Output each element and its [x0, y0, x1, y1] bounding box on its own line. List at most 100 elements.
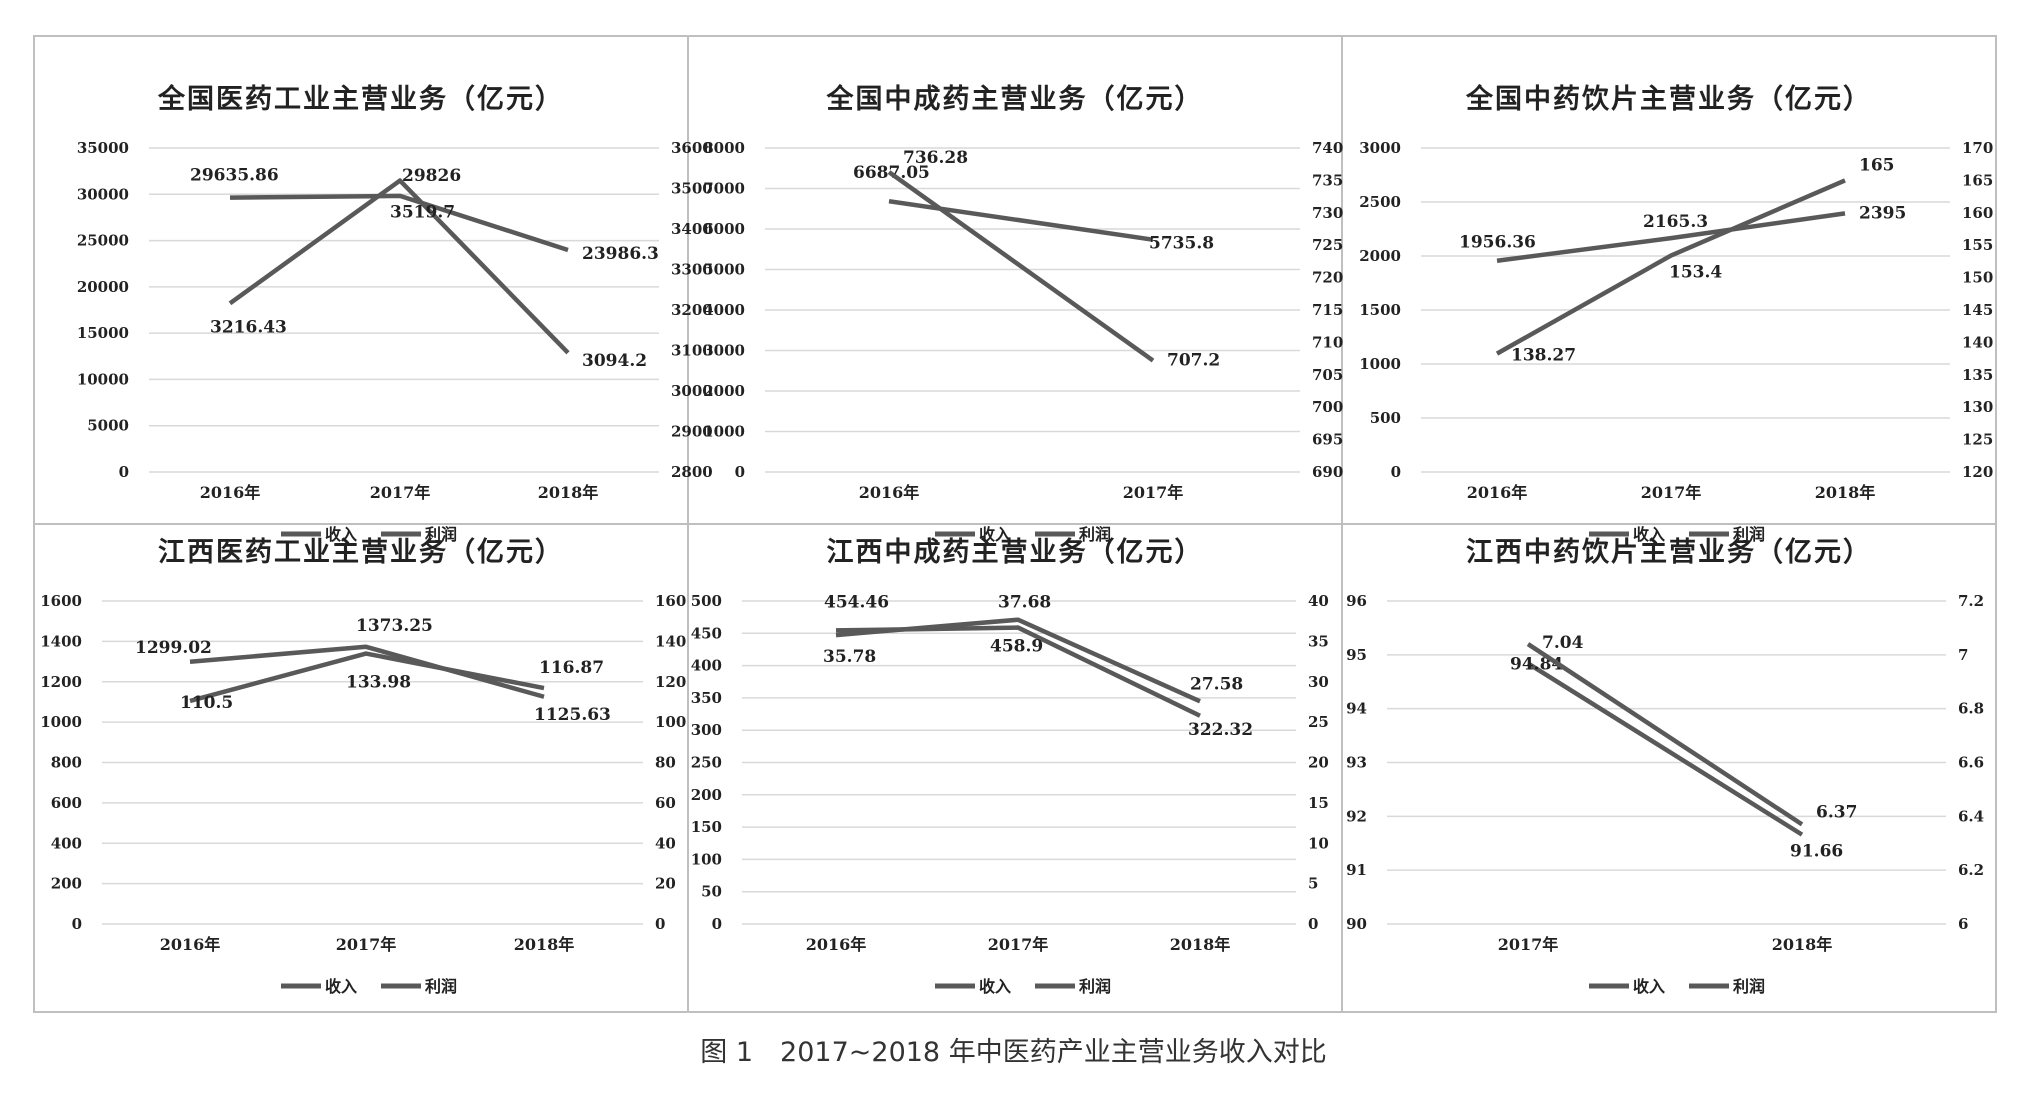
x-axis-tick-label: 2018年: [514, 935, 575, 954]
right-axis-tick-label: 3100: [671, 342, 713, 360]
left-axis-tick-label: 0: [712, 915, 722, 933]
right-axis-tick-label: 140: [1962, 333, 1993, 351]
data-label: 27.58: [1190, 674, 1243, 694]
left-axis-tick-label: 20000: [77, 278, 129, 296]
left-axis-tick-label: 300: [691, 721, 722, 739]
legend-label-profit: 利润: [1079, 977, 1111, 996]
chart-panel: 江西中成药主营业务（亿元）050100150200250300350400450…: [691, 537, 1329, 996]
data-label: 35.78: [823, 647, 876, 667]
right-axis-tick-label: 20: [1308, 754, 1329, 772]
right-axis-tick-label: 3300: [671, 261, 713, 279]
left-axis-tick-label: 100: [691, 850, 722, 868]
left-axis-tick-label: 35000: [77, 139, 129, 157]
legend-label-revenue: 收入: [325, 525, 357, 544]
chart-title: 江西中药饮片主营业务（亿元）: [1466, 537, 1872, 568]
left-axis-tick-label: 350: [691, 689, 722, 707]
series-line-profit: [835, 617, 1201, 704]
data-label: 1125.63: [534, 705, 611, 725]
data-label: 110.5: [180, 693, 233, 713]
left-axis-tick-label: 6000: [703, 220, 745, 238]
x-axis-tick-label: 2017年: [336, 935, 397, 954]
x-axis-tick-label: 2016年: [806, 935, 867, 954]
data-label: 454.46: [824, 592, 889, 612]
right-axis-tick-label: 35: [1308, 632, 1329, 650]
right-axis-tick-label: 30: [1308, 673, 1329, 691]
data-label: 3094.2: [582, 351, 647, 371]
left-axis-tick-label: 0: [72, 915, 82, 933]
left-axis-tick-label: 200: [51, 875, 82, 893]
left-axis-tick-label: 25000: [77, 232, 129, 250]
right-axis-tick-label: 730: [1312, 204, 1343, 222]
left-axis-tick-label: 600: [51, 794, 82, 812]
legend-label-profit: 利润: [425, 977, 457, 996]
x-axis-tick-label: 2017年: [1498, 935, 1559, 954]
right-axis-tick-label: 705: [1312, 366, 1343, 384]
right-axis-tick-label: 140: [655, 632, 686, 650]
left-axis-tick-label: 95: [1346, 646, 1367, 664]
right-axis-tick-label: 6.8: [1958, 700, 1984, 718]
data-label: 29635.86: [190, 166, 279, 186]
data-label: 153.4: [1669, 263, 1722, 283]
x-axis-tick-label: 2018年: [1815, 483, 1876, 502]
right-axis-tick-label: 0: [655, 915, 665, 933]
data-label: 165: [1859, 155, 1895, 175]
right-axis-tick-label: 15: [1308, 794, 1329, 812]
right-axis-tick-label: 145: [1962, 301, 1993, 319]
right-axis-tick-label: 2900: [671, 423, 713, 441]
right-axis-tick-label: 25: [1308, 713, 1329, 731]
right-axis-tick-label: 7.2: [1958, 592, 1984, 610]
data-label: 2395: [1859, 203, 1906, 223]
left-axis-tick-label: 92: [1346, 807, 1367, 825]
right-axis-tick-label: 150: [1962, 269, 1993, 287]
left-axis-tick-label: 30000: [77, 185, 129, 203]
data-label: 29826: [402, 166, 461, 186]
series-line-profit: [189, 651, 545, 704]
data-label: 1299.02: [135, 638, 212, 658]
right-axis-tick-label: 6.4: [1958, 807, 1984, 825]
data-label: 116.87: [539, 658, 604, 678]
data-label: 322.32: [1188, 720, 1253, 740]
left-axis-tick-label: 3000: [1359, 139, 1401, 157]
right-axis-tick-label: 720: [1312, 269, 1343, 287]
left-axis-tick-label: 3000: [703, 342, 745, 360]
legend-label-revenue: 收入: [979, 525, 1011, 544]
x-axis-tick-label: 2018年: [538, 483, 599, 502]
right-axis-tick-label: 3500: [671, 180, 713, 198]
left-axis-tick-label: 2500: [1359, 193, 1401, 211]
right-axis-tick-label: 7: [1958, 646, 1968, 664]
legend-label-revenue: 收入: [979, 977, 1011, 996]
right-axis-tick-label: 20: [655, 875, 676, 893]
left-axis-tick-label: 90: [1346, 915, 1367, 933]
legend-label-profit: 利润: [425, 525, 457, 544]
data-label: 37.68: [998, 593, 1051, 613]
right-axis-tick-label: 725: [1312, 236, 1343, 254]
left-axis-tick-label: 2000: [703, 382, 745, 400]
data-label: 2165.3: [1643, 212, 1708, 232]
left-axis-tick-label: 500: [1370, 409, 1401, 427]
chart-panel: 江西医药工业主营业务（亿元）02004006008001000120014001…: [40, 537, 686, 996]
right-axis-tick-label: 10: [1308, 834, 1329, 852]
data-label: 6.37: [1816, 802, 1857, 822]
right-axis-tick-label: 80: [655, 754, 676, 772]
series-line-revenue: [189, 644, 545, 699]
left-axis-tick-label: 4000: [703, 301, 745, 319]
data-label: 23986.3: [582, 244, 659, 264]
chart-panel: 全国中药饮片主营业务（亿元） 0 500 1000 1500 2000 2500 3000 12…: [1359, 83, 1993, 544]
legend-label-revenue: 收入: [325, 977, 357, 996]
x-axis-tick-label: 2017年: [1123, 483, 1184, 502]
right-axis-tick-label: 6: [1958, 915, 1968, 933]
series-line-revenue: [1496, 211, 1846, 263]
x-axis-tick-label: 2016年: [859, 483, 920, 502]
left-axis-tick-label: 1000: [1359, 355, 1401, 373]
data-label: 7.04: [1542, 633, 1584, 653]
x-axis-tick-label: 2016年: [200, 483, 261, 502]
right-axis-tick-label: 130: [1962, 398, 1993, 416]
right-axis-tick-label: 6.2: [1958, 861, 1984, 879]
right-axis-tick-label: 100: [655, 713, 686, 731]
left-axis-tick-label: 1200: [40, 673, 82, 691]
right-axis-tick-label: 3600: [671, 139, 713, 157]
right-axis-tick-label: 3400: [671, 220, 713, 238]
right-axis-tick-label: 120: [1962, 463, 1993, 481]
chart-title: 江西医药工业主营业务（亿元）: [158, 537, 564, 568]
